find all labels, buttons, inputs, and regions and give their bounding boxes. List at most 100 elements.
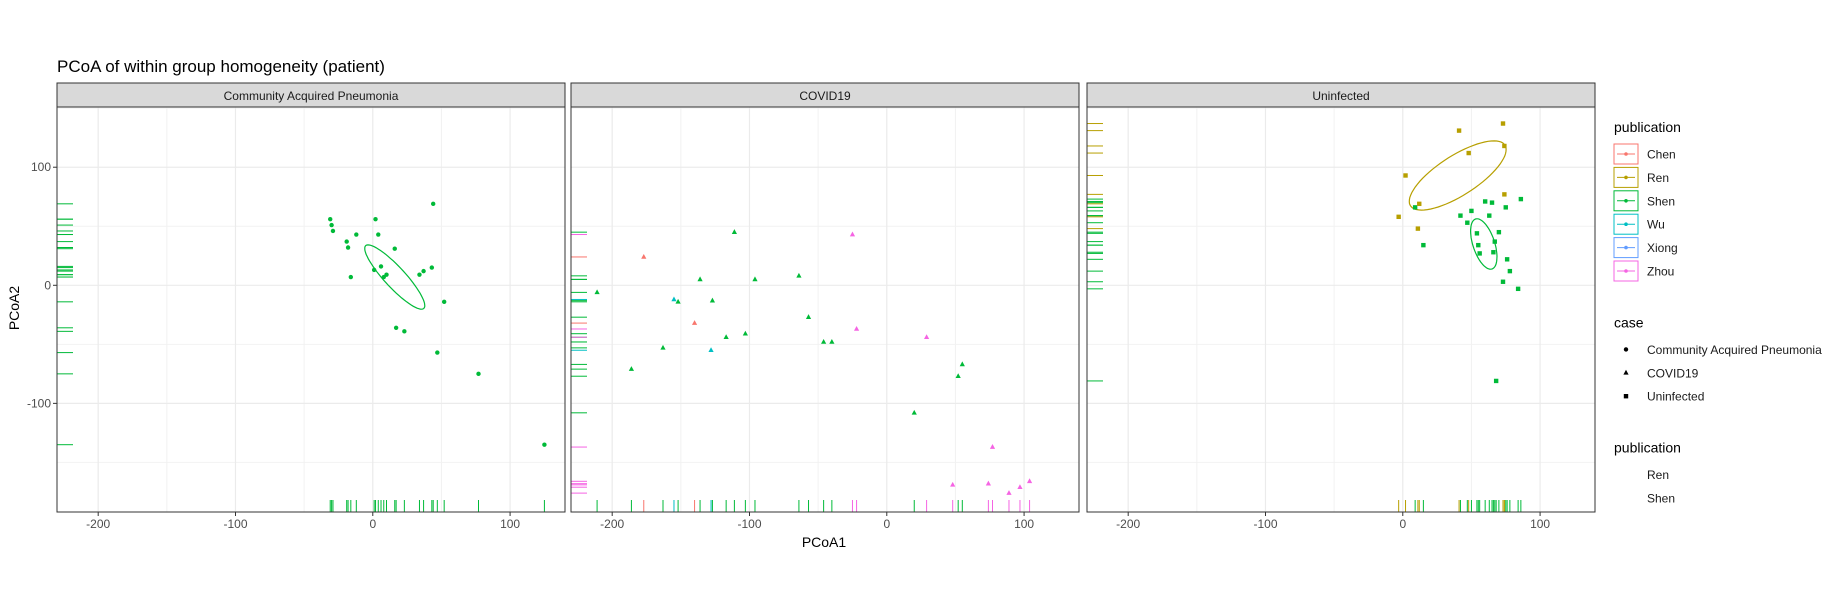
data-point [476,371,481,377]
data-point [384,272,389,277]
data-point [1518,196,1524,202]
data-point [1465,220,1470,225]
data-point [429,265,435,270]
data-point [329,222,334,228]
legend-label: Community Acquired Pneumonia [1647,343,1822,357]
data-point [1482,199,1488,204]
data-point [1504,257,1510,262]
data-point [1026,478,1033,484]
data-point [1477,251,1482,256]
data-point [853,325,860,331]
data-point [594,289,600,295]
legend-title: publication [1614,119,1681,135]
legend-key-box [1613,166,1639,188]
legend-key-shape [1623,369,1629,375]
data-point [373,216,378,222]
legend-label: Shen [1647,194,1675,208]
data-point [1507,268,1513,274]
ellipse-shen [1469,218,1498,270]
legend-entry-ren: Ren [1647,468,1669,482]
data-point [691,320,698,325]
data-point [328,216,333,222]
panel-border [1086,106,1596,513]
data-point [1017,484,1023,490]
legend-title: case [1614,314,1644,330]
data-point [1456,128,1462,133]
data-point [1492,239,1497,244]
data-point [723,334,729,340]
legend-key-box [1613,143,1639,165]
y-tick-label: 100 [31,160,51,174]
data-point [709,297,716,303]
legend-entry-covid19: COVID19 [1623,366,1699,380]
data-point [1458,213,1463,218]
data-point [849,231,856,237]
data-point [628,366,635,371]
x-tick-label: 100 [500,517,520,531]
data-point [354,232,359,237]
data-point [821,338,827,344]
plot-background [1087,107,1595,512]
data-point [1496,229,1502,235]
plot-background [57,107,565,512]
data-point [542,442,547,447]
data-point [796,272,802,278]
legend-label: Uninfected [1647,390,1704,404]
legend-entry-xiong: Xiong [1613,237,1678,259]
data-point [675,298,681,304]
legend-entry-community-acquired-pneumonia: Community Acquired Pneumonia [1623,343,1822,357]
legend-entry-shen: Shen [1647,492,1675,506]
data-point [1403,173,1408,178]
data-point [752,276,758,282]
x-tick-label: 100 [1014,517,1034,531]
data-point [1469,208,1474,214]
data-point [641,253,647,259]
legend-key-shape [1623,347,1629,352]
data-point [441,299,447,305]
data-point [330,228,336,234]
data-point [989,444,996,449]
data-point [924,334,930,340]
x-tick-label: 100 [1530,517,1550,531]
legend-key-shape [1623,394,1629,399]
facet-panel-uninfected: Uninfected -200 -100 0 100 [1086,82,1596,531]
facet-strip [56,82,566,108]
legend-label: Wu [1647,218,1665,232]
legend-label: Chen [1647,148,1676,162]
data-point [1474,231,1480,236]
legend-block-publication: publication Ren Shen [1614,440,1681,506]
x-tick-label: -200 [86,517,110,531]
x-axis-label: PCoA1 [802,534,847,550]
data-point [1489,200,1495,205]
legend-label: Zhou [1647,265,1674,279]
legend-title: publication [1614,440,1681,456]
data-point [697,276,703,282]
plot-background [571,107,1079,512]
data-point [345,245,351,250]
panel-border [570,106,1080,513]
data-point [1502,192,1507,197]
data-point [376,232,381,237]
data-point [1502,143,1507,149]
data-point [1421,242,1426,248]
data-point [959,361,965,367]
facet-strip [1086,82,1596,108]
data-point [671,296,677,302]
data-point [911,409,917,415]
data-point [805,314,812,319]
data-point [348,274,354,280]
legend-label: Shen [1647,492,1675,506]
legend-key-box [1613,213,1639,235]
legend-key-point [1624,269,1628,273]
panel-border [56,106,566,513]
legend-entry-ren: Ren [1613,166,1669,188]
legend-label: Xiong [1647,241,1678,255]
legend-key-point [1624,175,1628,180]
legend-entry-shen: Shen [1613,190,1675,212]
data-point [435,350,440,355]
data-point [421,268,426,274]
x-tick-label: -100 [223,517,247,531]
x-tick-label: 0 [1399,517,1406,531]
